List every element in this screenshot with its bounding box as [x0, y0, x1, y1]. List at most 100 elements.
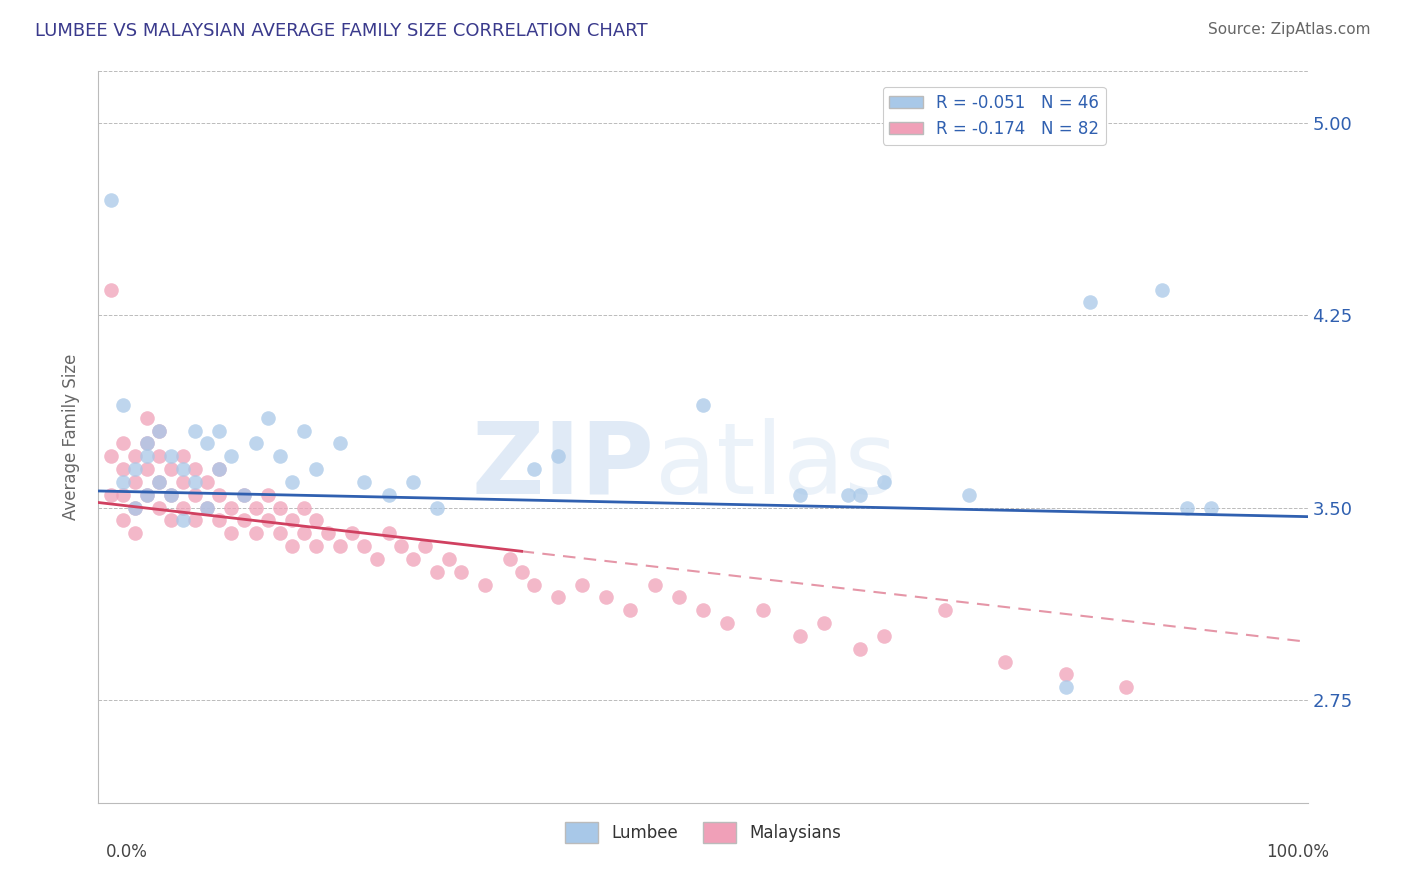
Point	[111, 436, 134, 450]
Point	[148, 475, 170, 489]
Point	[135, 410, 157, 425]
Point	[124, 450, 146, 464]
Point	[245, 526, 267, 541]
Point	[256, 410, 278, 425]
Point	[692, 603, 714, 617]
Point	[221, 500, 243, 515]
Point	[256, 488, 278, 502]
Point	[111, 514, 134, 528]
Point	[837, 488, 859, 502]
Point	[135, 450, 157, 464]
Point	[208, 424, 231, 438]
Point	[353, 539, 375, 553]
Point	[547, 450, 569, 464]
Point	[256, 514, 278, 528]
Point	[595, 591, 617, 605]
Point	[1078, 295, 1101, 310]
Point	[124, 475, 146, 489]
Point	[195, 500, 218, 515]
Point	[195, 500, 218, 515]
Point	[377, 526, 399, 541]
Point	[305, 539, 328, 553]
Point	[111, 398, 134, 412]
Point	[148, 500, 170, 515]
Point	[160, 450, 183, 464]
Point	[849, 488, 872, 502]
Point	[208, 488, 231, 502]
Point	[316, 526, 339, 541]
Point	[100, 283, 122, 297]
Text: ZIP: ZIP	[472, 417, 655, 515]
Point	[160, 488, 183, 502]
Point	[184, 488, 207, 502]
Point	[752, 603, 775, 617]
Point	[305, 514, 328, 528]
Point	[245, 500, 267, 515]
Point	[172, 462, 194, 476]
Point	[208, 462, 231, 476]
Point	[172, 514, 194, 528]
Point	[873, 475, 896, 489]
Point	[510, 565, 533, 579]
Point	[366, 552, 388, 566]
Point	[100, 193, 122, 207]
Point	[148, 450, 170, 464]
Point	[849, 641, 872, 656]
Point	[184, 424, 207, 438]
Point	[100, 450, 122, 464]
Point	[135, 436, 157, 450]
Point	[269, 450, 291, 464]
Point	[329, 539, 352, 553]
Point	[148, 424, 170, 438]
Point	[813, 616, 835, 631]
Point	[523, 577, 546, 591]
Point	[619, 603, 641, 617]
Point	[172, 475, 194, 489]
Point	[232, 488, 254, 502]
Point	[124, 500, 146, 515]
Point	[437, 552, 460, 566]
Point	[644, 577, 666, 591]
Point	[135, 488, 157, 502]
Point	[450, 565, 472, 579]
Point	[498, 552, 520, 566]
Point	[789, 629, 811, 643]
Text: 0.0%: 0.0%	[105, 843, 148, 861]
Point	[934, 603, 956, 617]
Point	[292, 526, 315, 541]
Point	[111, 462, 134, 476]
Point	[111, 475, 134, 489]
Point	[135, 488, 157, 502]
Point	[160, 462, 183, 476]
Point	[135, 462, 157, 476]
Point	[994, 655, 1017, 669]
Point	[957, 488, 980, 502]
Point	[184, 475, 207, 489]
Point	[342, 526, 364, 541]
Point	[1054, 681, 1077, 695]
Point	[100, 488, 122, 502]
Point	[135, 436, 157, 450]
Point	[148, 424, 170, 438]
Text: 100.0%: 100.0%	[1265, 843, 1329, 861]
Point	[292, 424, 315, 438]
Point	[148, 475, 170, 489]
Y-axis label: Average Family Size: Average Family Size	[62, 354, 80, 520]
Point	[269, 526, 291, 541]
Legend: Lumbee, Malaysians: Lumbee, Malaysians	[558, 815, 848, 849]
Point	[402, 552, 425, 566]
Point	[208, 514, 231, 528]
Point	[1175, 500, 1198, 515]
Point	[474, 577, 496, 591]
Point	[292, 500, 315, 515]
Point	[377, 488, 399, 502]
Point	[184, 514, 207, 528]
Point	[172, 500, 194, 515]
Point	[124, 462, 146, 476]
Point	[232, 488, 254, 502]
Point	[426, 500, 449, 515]
Point	[523, 462, 546, 476]
Point	[426, 565, 449, 579]
Point	[1054, 667, 1077, 681]
Point	[1152, 283, 1174, 297]
